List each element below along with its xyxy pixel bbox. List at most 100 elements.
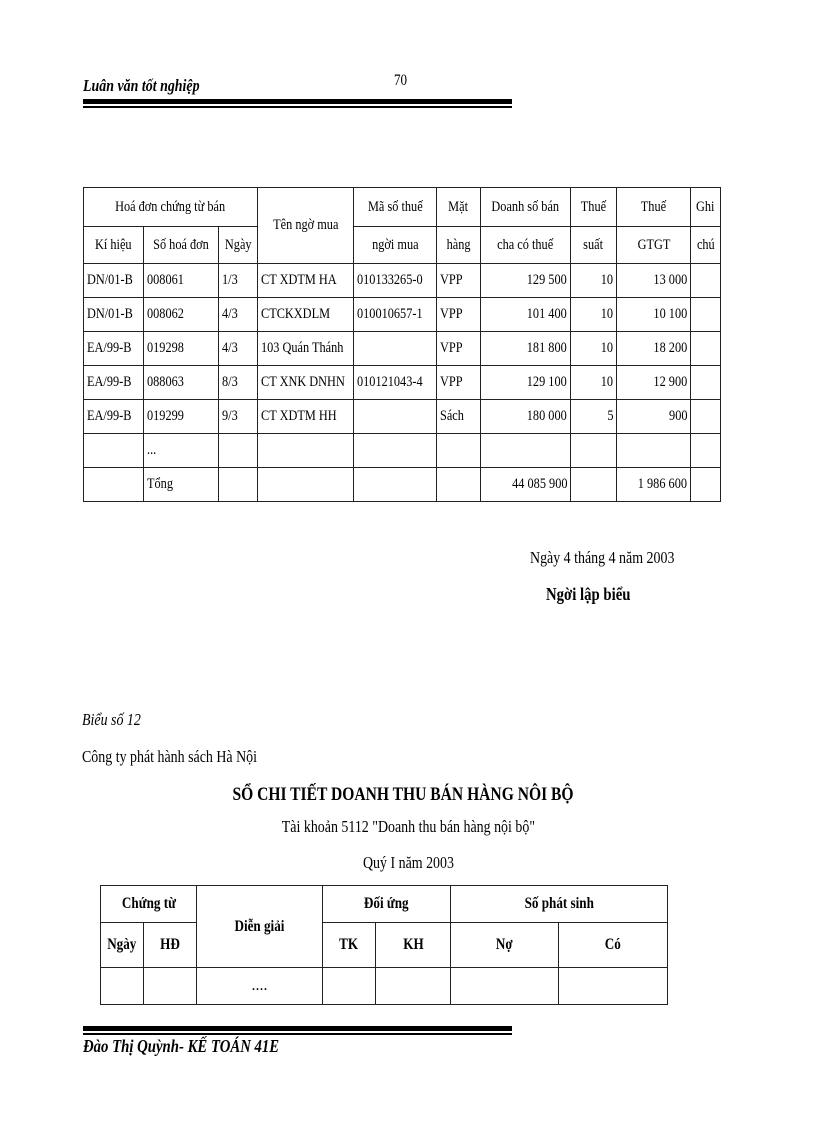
table-cell: CTCKXDLM: [257, 297, 355, 332]
col-invoice-no: Số hoá đơn: [143, 226, 219, 264]
group-header: Hoá đơn chứng từ bán: [82, 187, 259, 227]
table-cell: 010121043-4: [353, 365, 438, 400]
company-name: Công ty phát hành sách Hà Nội: [82, 747, 257, 766]
form-label: Biểu số 12: [82, 710, 141, 729]
header-title: Luân văn tốt nghiệp: [83, 76, 200, 95]
table-cell: 10: [570, 297, 618, 332]
table-cell: 4/3: [217, 331, 259, 366]
table-cell: [353, 331, 438, 366]
table-cell: [690, 365, 722, 400]
col-debit: Nợ: [450, 922, 560, 968]
signature-role: Ngời lập biểu: [546, 584, 631, 604]
table-cell: [690, 433, 722, 468]
table-cell: [616, 433, 692, 468]
col-item: Mặt: [436, 187, 482, 227]
table-row: EA/99-B 019298 4/3 103 Quán Thánh VPP 181 800…: [83, 331, 722, 366]
col-rate-2: suất: [570, 226, 618, 264]
table-cell: 1 986 600: [616, 467, 692, 502]
table-cell: [353, 467, 438, 502]
ledger-account: Tài khoản 5112 "Doanh thu bán hàng nội b…: [281, 817, 535, 836]
table-cell: [353, 433, 438, 468]
table-cell: [690, 297, 722, 332]
cell: ....: [196, 967, 324, 1005]
table-cell: 4/3: [217, 297, 259, 332]
table-cell: [257, 467, 355, 502]
col-invoice: HĐ: [142, 922, 198, 968]
footer-rule-thin: [83, 1033, 512, 1035]
col-counter: Đối ứng: [322, 885, 452, 923]
table-cell: 129 100: [480, 365, 572, 400]
table-cell: EA/99-B: [83, 399, 144, 434]
cell: [100, 967, 144, 1005]
ledger-period: Quý I năm 2003: [362, 853, 454, 872]
col-description: Diễn giải: [196, 885, 324, 968]
table-cell: [570, 467, 618, 502]
table-cell: 180 000: [480, 399, 572, 434]
table-cell: CT XDTM HA: [257, 263, 355, 298]
col-symbol: Kí hiệu: [83, 226, 144, 264]
table-cell: DN/01-B: [83, 263, 144, 298]
table-cell: [83, 467, 144, 502]
col-rate: Thuế: [570, 187, 618, 227]
table-cell: 10 100: [616, 297, 692, 332]
table-row: DN/01-B 008062 4/3 CTCKXDLM 010010657-1 VPP 10…: [83, 297, 722, 332]
table-cell: 008061: [143, 263, 219, 298]
table-cell: CT XDTM HH: [257, 399, 355, 434]
table-cell: 10: [570, 365, 618, 400]
table-cell: 103 Quán Thánh: [257, 331, 355, 366]
col-taxcode-2: ngời mua: [353, 226, 438, 264]
signature-date: Ngày 4 tháng 4 năm 2003: [530, 548, 675, 567]
col-amount: Số phát sinh: [450, 885, 669, 923]
table-cell: 181 800: [480, 331, 572, 366]
footer-text: Đào Thị Quỳnh- KẾ TOÁN 41E: [83, 1036, 280, 1056]
table-cell: 13 000: [616, 263, 692, 298]
table-cell: 9/3: [217, 399, 259, 434]
col-note-2: chú: [690, 226, 722, 264]
table-cell: [480, 433, 572, 468]
table-cell: [436, 467, 482, 502]
table-cell: VPP: [436, 331, 482, 366]
cell: [322, 967, 377, 1005]
table-cell: [570, 433, 618, 468]
ledger-title: SỔ CHI TIẾT DOANH THU BÁN HÀNG NÔI BỘ: [232, 784, 574, 805]
table-cell: 10: [570, 331, 618, 366]
table-row: ...: [83, 433, 722, 468]
col-vat-2: GTGT: [616, 226, 692, 264]
table-cell: 12 900: [616, 365, 692, 400]
table-cell: 10: [570, 263, 618, 298]
table-row: ....: [100, 967, 669, 1005]
col-tk: TK: [322, 922, 377, 968]
table-row: EA/99-B 088063 8/3 CT XNK DNHN 010121043-4 VP…: [83, 365, 722, 400]
col-taxcode: Mã số thuế: [353, 187, 438, 227]
table-cell: VPP: [436, 263, 482, 298]
col-date: Ngày: [217, 226, 259, 264]
col-credit: Có: [558, 922, 669, 968]
col-vat: Thuế: [616, 187, 692, 227]
table-cell: ...: [143, 433, 219, 468]
table-cell: Sách: [436, 399, 482, 434]
page-number: 70: [394, 72, 408, 89]
table-cell: [353, 399, 438, 434]
col-revenue: Doanh số bán: [480, 187, 572, 227]
cell: [558, 967, 669, 1005]
table-cell: EA/99-B: [83, 331, 144, 366]
table-cell: [690, 263, 722, 298]
table-cell: 129 500: [480, 263, 572, 298]
table-cell: [690, 467, 722, 502]
footer-rule: [83, 1026, 512, 1031]
table-row: Tổng 44 085 900 1 986 600: [83, 467, 722, 502]
table-cell: [217, 467, 259, 502]
table-cell: 1/3: [217, 263, 259, 298]
table-cell: 5: [570, 399, 618, 434]
sales-invoice-table: Hoá đơn chứng từ bán Tên ngờ mua Mã số t…: [82, 187, 722, 502]
table-cell: 008062: [143, 297, 219, 332]
col-kh: KH: [375, 922, 452, 968]
table-cell: CT XNK DNHN: [257, 365, 355, 400]
ledger-table: Chứng từ Diễn giải Đối ứng Số phát sinh …: [99, 885, 669, 1005]
col-buyer: Tên ngờ mua: [257, 187, 355, 264]
table-cell: 088063: [143, 365, 219, 400]
table-cell: 010010657-1: [353, 297, 438, 332]
table-cell: 101 400: [480, 297, 572, 332]
table-cell: DN/01-B: [83, 297, 144, 332]
table-cell: 900: [616, 399, 692, 434]
